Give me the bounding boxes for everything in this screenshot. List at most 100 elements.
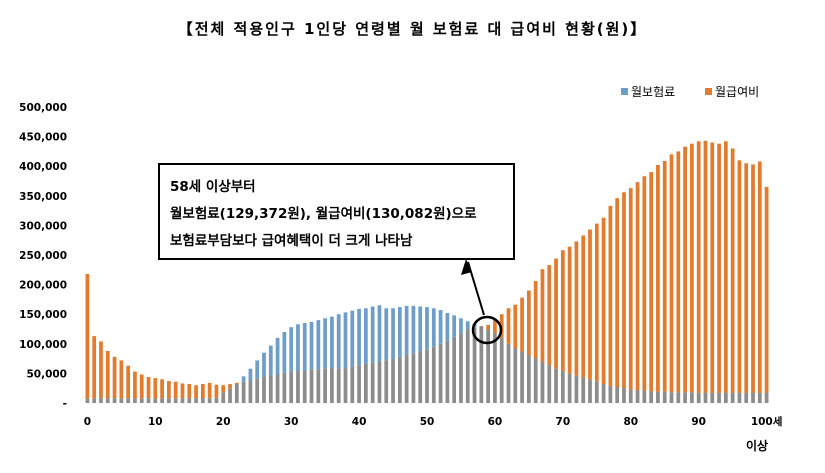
bar-overlap	[710, 392, 715, 403]
bar-benefit	[649, 172, 654, 392]
bar-benefit	[567, 246, 572, 374]
bar-benefit	[486, 324, 490, 330]
bar-benefit	[615, 198, 620, 388]
bar-overlap	[85, 398, 90, 403]
bar-overlap	[241, 381, 246, 403]
bar-overlap	[282, 372, 287, 403]
y-tick-label: 400,000	[19, 161, 67, 173]
bar-overlap	[723, 392, 728, 403]
bar-benefit	[574, 241, 579, 376]
bar-benefit	[737, 160, 742, 393]
bar-overlap	[173, 398, 178, 403]
bar-overlap	[737, 392, 742, 403]
x-axis-tail-label: 이상	[745, 439, 769, 453]
bar-benefit	[200, 384, 205, 399]
y-tick-label: 300,000	[19, 220, 67, 232]
bar-overlap	[133, 398, 137, 403]
bar-benefit	[527, 290, 531, 356]
bar-overlap	[99, 398, 103, 403]
bar-premium	[391, 308, 395, 359]
bar-overlap	[438, 343, 443, 403]
bar-overlap	[431, 346, 436, 403]
y-tick-label: -	[63, 398, 67, 410]
bar-overlap	[615, 387, 620, 403]
bar-overlap	[744, 392, 749, 403]
bar-premium	[431, 308, 436, 347]
bar-benefit	[85, 273, 90, 399]
bar-benefit	[133, 371, 137, 399]
bar-premium	[418, 306, 423, 352]
bar-overlap	[234, 384, 239, 403]
bar-overlap	[717, 392, 721, 403]
bar-premium	[438, 310, 443, 344]
bar-benefit	[146, 376, 151, 399]
bar-overlap	[377, 361, 382, 403]
bar-overlap	[656, 391, 660, 403]
bars	[85, 140, 769, 403]
bar-overlap	[472, 327, 477, 403]
bar-premium	[404, 305, 409, 356]
bar-overlap	[418, 351, 423, 403]
bar-benefit	[112, 356, 117, 399]
x-tick-label: 0	[84, 416, 91, 428]
bar-overlap	[581, 377, 586, 403]
bar-overlap	[200, 398, 205, 403]
bar-benefit	[656, 165, 660, 392]
bar-overlap	[112, 398, 117, 403]
bar-premium	[370, 306, 375, 363]
bar-benefit	[547, 265, 552, 366]
x-tick-label: 90	[691, 416, 706, 428]
bar-benefit	[588, 229, 592, 380]
bar-overlap	[513, 347, 518, 403]
bar-overlap	[751, 392, 755, 403]
bar-overlap	[105, 398, 110, 403]
bar-overlap	[296, 371, 300, 403]
bar-benefit	[221, 385, 226, 393]
bar-benefit	[717, 143, 721, 393]
bar-benefit	[99, 341, 103, 399]
x-axis-labels: 0 10 20 30 40 50 60 70 80 90 100세	[84, 415, 783, 428]
bar-overlap	[547, 365, 552, 403]
y-tick-label: 50,000	[26, 368, 67, 380]
bar-overlap	[357, 365, 361, 403]
bar-benefit	[757, 161, 762, 393]
bar-overlap	[683, 392, 687, 403]
y-tick-label: 350,000	[19, 191, 67, 203]
bar-overlap	[92, 398, 97, 403]
bar-benefit	[540, 269, 545, 362]
bar-overlap	[493, 333, 497, 403]
bar-overlap	[268, 375, 273, 403]
legend-label: 월보험료	[631, 85, 675, 99]
bar-benefit	[662, 160, 667, 392]
bar-overlap	[506, 343, 511, 403]
bar-overlap	[187, 398, 192, 403]
bar-benefit	[669, 154, 674, 393]
bar-premium	[330, 316, 334, 369]
callout-arrowhead	[461, 259, 472, 275]
bar-premium	[296, 324, 300, 372]
bar-benefit	[194, 385, 198, 399]
bar-overlap	[567, 373, 572, 403]
bar-premium	[262, 352, 266, 377]
bar-overlap	[554, 368, 558, 403]
bar-overlap	[180, 398, 185, 403]
bar-premium	[452, 315, 457, 337]
bar-overlap	[167, 398, 171, 403]
bar-premium	[445, 313, 450, 341]
bar-overlap	[622, 388, 626, 403]
bar-overlap	[594, 381, 599, 403]
bar-benefit	[493, 320, 497, 334]
bar-benefit	[622, 192, 626, 389]
x-tick-label: 20	[216, 416, 231, 428]
legend-label: 월급여비	[715, 85, 759, 99]
bar-overlap	[465, 329, 470, 403]
bar-overlap	[146, 398, 151, 403]
bar-benefit	[214, 384, 219, 398]
bar-overlap	[119, 398, 124, 403]
y-tick-label: 200,000	[19, 280, 67, 292]
bar-benefit	[153, 378, 158, 399]
bar-overlap	[330, 368, 334, 403]
bar-premium	[248, 368, 253, 381]
bar-premium	[268, 345, 273, 376]
